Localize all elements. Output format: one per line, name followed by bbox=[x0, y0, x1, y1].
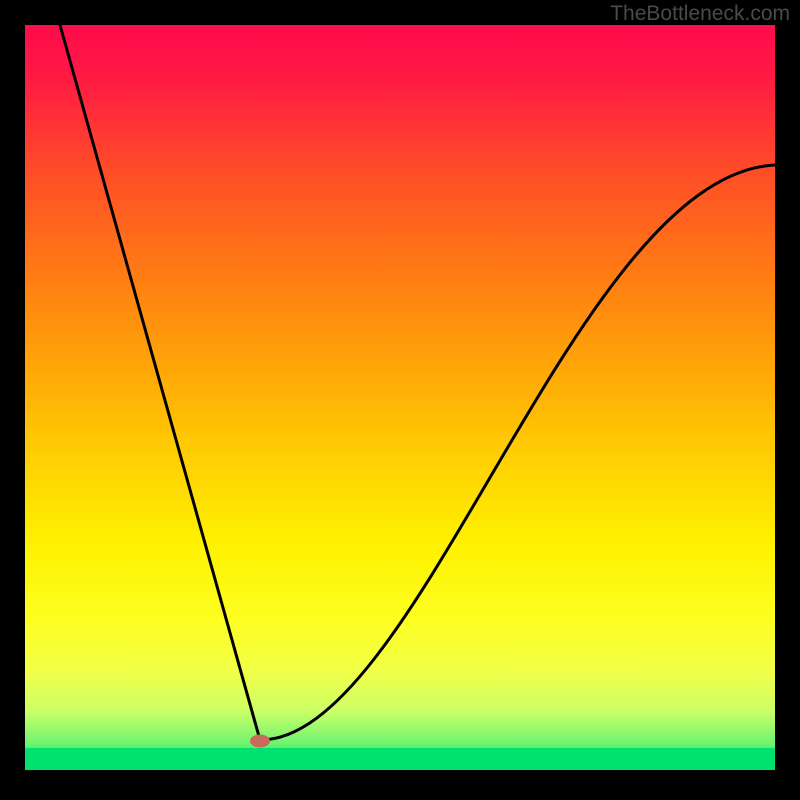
chart-container: TheBottleneck.com bbox=[0, 0, 800, 800]
bottleneck-chart-svg bbox=[0, 0, 800, 800]
